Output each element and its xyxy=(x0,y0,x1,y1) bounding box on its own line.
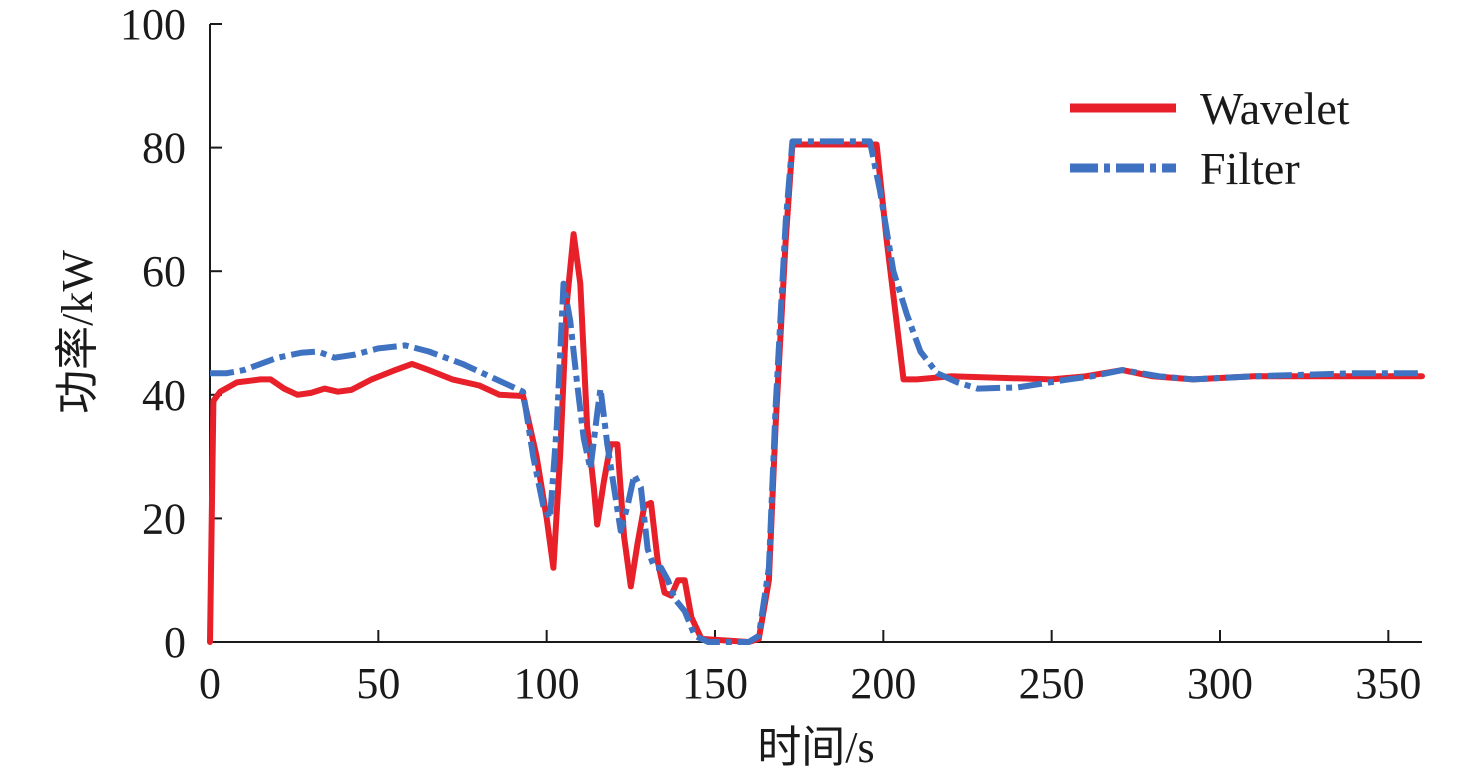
axes-layer: 0 20 40 60 80 100 0 50 100 150 200 250 300 350 xyxy=(120,0,1422,708)
x-tick-label: 150 xyxy=(682,659,748,708)
y-tick-label: 40 xyxy=(142,371,186,420)
y-axis-title: 功率/kW xyxy=(53,250,102,414)
x-tick-label: 100 xyxy=(514,659,580,708)
x-tick-label: 350 xyxy=(1355,659,1421,708)
legend-label-filter: Filter xyxy=(1200,143,1300,194)
y-tick-label: 20 xyxy=(142,494,186,543)
x-tick-label: 200 xyxy=(850,659,916,708)
y-tick-label: 100 xyxy=(120,0,186,49)
x-tick-label: 0 xyxy=(199,659,221,708)
y-tick-label: 80 xyxy=(142,124,186,173)
y-tick-label: 60 xyxy=(142,247,186,296)
legend: Wavelet Filter xyxy=(1070,83,1350,194)
x-axis-title: 时间/s xyxy=(757,723,874,772)
series-line-wavelet xyxy=(207,141,1425,645)
series-line-filter xyxy=(210,138,1422,645)
x-tick-label: 250 xyxy=(1019,659,1085,708)
y-tick-label: 0 xyxy=(164,618,186,667)
series-layer xyxy=(207,138,1425,645)
x-tick-label: 50 xyxy=(356,659,400,708)
x-tick-label: 300 xyxy=(1187,659,1253,708)
legend-label-wavelet: Wavelet xyxy=(1200,83,1350,134)
